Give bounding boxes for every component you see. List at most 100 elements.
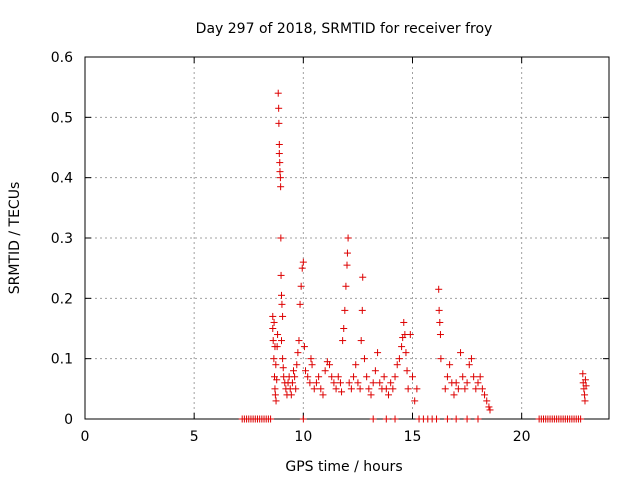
data-point [296, 300, 304, 308]
data-point [402, 349, 410, 357]
x-tick-label: 0 [81, 429, 90, 445]
data-point [365, 385, 373, 393]
data-point [279, 312, 287, 320]
data-point [326, 361, 334, 369]
data-point [339, 337, 347, 345]
data-point [437, 355, 445, 363]
y-tick-label: 0.6 [51, 50, 73, 66]
data-point [344, 234, 352, 242]
data-point [269, 325, 277, 332]
data-point [358, 306, 366, 314]
data-point [275, 140, 283, 148]
data-point [310, 385, 318, 393]
data-point [308, 361, 316, 369]
data-point [277, 234, 285, 242]
data-point [404, 385, 412, 393]
data-point [359, 273, 367, 281]
y-tick-label: 0.5 [51, 110, 73, 126]
data-point [374, 349, 382, 357]
data-point [304, 373, 312, 381]
data-point [306, 379, 314, 387]
data-point [274, 89, 282, 97]
y-tick-label: 0.2 [51, 291, 73, 307]
data-point [338, 388, 346, 396]
x-tick-label: 20 [513, 429, 531, 445]
y-tick-label: 0.3 [51, 231, 73, 247]
data-point [330, 379, 338, 387]
data-point [275, 104, 283, 112]
data-point [436, 318, 444, 326]
data-point [277, 183, 285, 191]
data-point [435, 285, 443, 293]
data-point [483, 397, 491, 405]
data-point [278, 300, 286, 308]
x-axis-label: GPS time / hours [285, 459, 402, 475]
data-point [360, 355, 368, 363]
data-point [382, 385, 390, 393]
data-point [279, 355, 287, 363]
data-point [317, 385, 325, 393]
data-point [435, 306, 443, 314]
data-point [302, 367, 310, 375]
data-point [454, 385, 462, 393]
data-point [369, 415, 377, 423]
data-point [380, 373, 388, 381]
data-point [581, 391, 589, 399]
data-point [463, 415, 471, 423]
data-point [486, 406, 494, 414]
data-point [395, 355, 403, 363]
data-point [279, 364, 287, 372]
data-point [467, 355, 475, 363]
data-point [409, 373, 416, 381]
y-tick-label: 0 [64, 412, 73, 428]
data-point [443, 373, 451, 381]
data-point [446, 361, 454, 369]
data-point [400, 318, 408, 326]
data-point [299, 258, 307, 266]
data-point [297, 282, 305, 290]
data-point [275, 150, 283, 158]
data-point [332, 385, 340, 393]
data-point [278, 337, 285, 345]
data-point [391, 415, 399, 423]
data-point [452, 415, 460, 423]
ticks: 0 5 10 15 20 0 0.1 0.2 0.3 0.4 0.5 0.6 [51, 50, 609, 445]
data-point [403, 367, 411, 375]
markers [238, 89, 590, 423]
data-point [272, 397, 280, 405]
data-point [443, 415, 451, 423]
data-point [345, 379, 353, 387]
data-point [319, 391, 327, 399]
data-point [341, 306, 349, 314]
data-point [354, 379, 362, 387]
data-point [336, 379, 344, 387]
y-tick-label: 0.4 [51, 171, 73, 187]
data-point [413, 385, 421, 393]
data-point [298, 264, 306, 272]
data-point [391, 373, 399, 381]
data-point [287, 391, 295, 399]
data-point [299, 415, 307, 423]
data-point [342, 282, 350, 290]
data-point [463, 379, 471, 387]
data-point [485, 403, 493, 411]
data-point [382, 415, 390, 423]
x-tick-label: 5 [190, 429, 199, 445]
data-point [457, 349, 465, 357]
x-tick-label: 10 [294, 429, 312, 445]
data-point [356, 385, 364, 393]
data-point [581, 376, 589, 384]
y-axis-label: SRMTID / TECUs [7, 182, 23, 295]
data-point [294, 349, 302, 357]
data-point [269, 312, 277, 320]
data-point [340, 325, 348, 332]
data-point [275, 119, 283, 127]
data-point [472, 385, 480, 393]
data-point [277, 271, 285, 279]
data-point [343, 249, 351, 257]
data-point [276, 159, 284, 167]
data-point [300, 343, 308, 351]
data-point [270, 355, 278, 363]
